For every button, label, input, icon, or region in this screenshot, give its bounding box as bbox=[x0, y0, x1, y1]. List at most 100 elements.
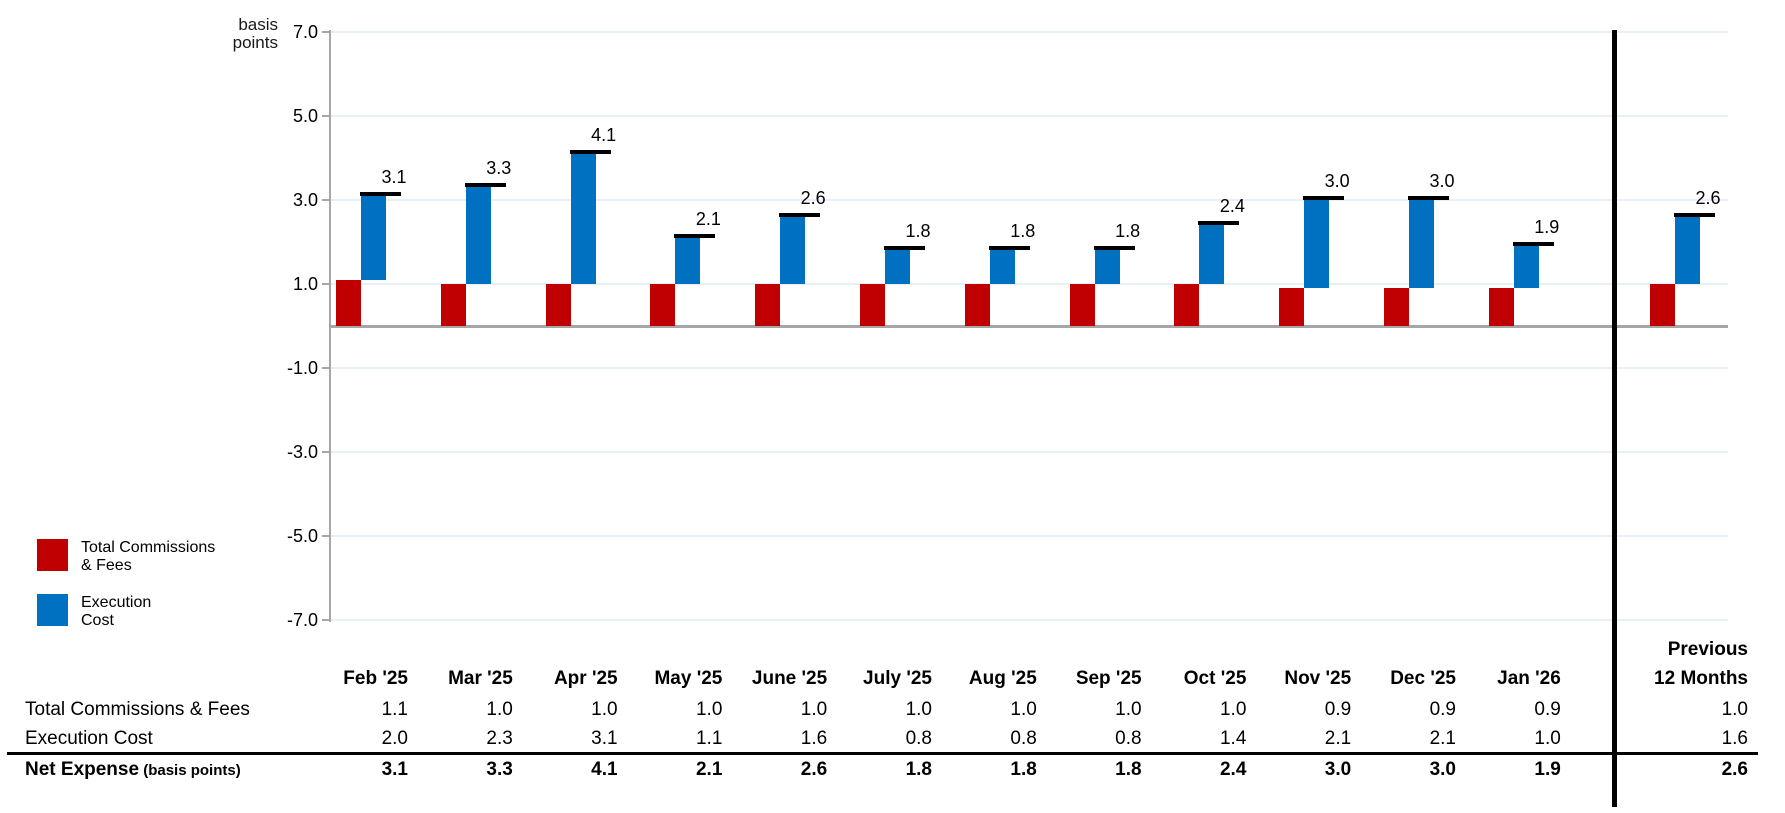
value-cell: 0.8 bbox=[1010, 728, 1037, 749]
y-axis-unit-line2: points bbox=[232, 33, 278, 52]
value-cell: 1.0 bbox=[591, 699, 618, 720]
y-tick-label: -7.0 bbox=[286, 610, 318, 630]
net-expense-marker bbox=[884, 246, 925, 251]
value-cell: 0.8 bbox=[1115, 728, 1142, 749]
y-gridline bbox=[331, 367, 1728, 369]
legend-item-total-commissions-fees: Total Commissions & Fees bbox=[37, 539, 215, 575]
value-cell: 1.0 bbox=[1534, 728, 1561, 749]
value-cell: 1.0 bbox=[1219, 699, 1247, 720]
value-cell: 1.8 bbox=[905, 759, 932, 780]
y-tick-label: 7.0 bbox=[292, 22, 318, 42]
y-tick-label: -3.0 bbox=[286, 442, 318, 462]
net-expense-value-label: 1.8 bbox=[1115, 221, 1141, 242]
value-cell: 0.8 bbox=[905, 728, 932, 749]
column-header-5: June '25 bbox=[751, 668, 828, 689]
value-cell: 2.1 bbox=[695, 759, 723, 780]
bar-execution-cost bbox=[1675, 216, 1700, 284]
value-cell: 3.1 bbox=[591, 728, 618, 749]
y-tick bbox=[322, 31, 330, 33]
value-cell: 1.4 bbox=[1219, 728, 1247, 749]
value-cell: 1.0 bbox=[800, 699, 828, 720]
column-header-7: Aug '25 bbox=[968, 668, 1037, 689]
bar-execution-cost bbox=[1304, 200, 1330, 289]
bar-execution-cost bbox=[1094, 250, 1120, 284]
column-header-3: Apr '25 bbox=[553, 668, 618, 689]
net-expense-marker bbox=[464, 183, 506, 188]
value-cell-previous: 1.0 bbox=[1721, 699, 1748, 720]
previous-12-months-header-line2: 12 Months bbox=[1654, 668, 1748, 689]
value-cell: 1.1 bbox=[381, 699, 408, 720]
net-expense-value-label: 2.1 bbox=[695, 208, 721, 229]
y-tick bbox=[322, 535, 330, 537]
y-gridline bbox=[331, 199, 1728, 201]
column-header-11: Dec '25 bbox=[1390, 668, 1456, 689]
bar-execution-cost bbox=[1513, 246, 1539, 289]
bar-execution-cost bbox=[780, 216, 806, 284]
net-expense-value-label: 1.9 bbox=[1534, 217, 1560, 238]
y-tick bbox=[322, 283, 330, 285]
legend-label-total-commissions-fees: Total Commissions & Fees bbox=[81, 539, 215, 575]
net-expense-marker bbox=[674, 233, 716, 238]
net-expense-marker bbox=[1674, 212, 1715, 217]
y-gridline bbox=[331, 451, 1728, 453]
y-tick-label: 5.0 bbox=[292, 106, 318, 126]
value-cell: 1.0 bbox=[1010, 699, 1037, 720]
net-expense-value-label: 3.0 bbox=[1429, 171, 1455, 191]
y-tick bbox=[322, 451, 330, 453]
value-cell: 4.1 bbox=[591, 759, 618, 780]
y-axis-unit-label: basis points bbox=[170, 16, 278, 52]
value-cell: 3.0 bbox=[1429, 759, 1456, 780]
bar-total-commissions-fees bbox=[964, 284, 990, 326]
value-cell: 0.9 bbox=[1324, 699, 1352, 720]
legend-label-execution-cost: Execution Cost bbox=[81, 594, 151, 630]
y-tick-label: -1.0 bbox=[286, 358, 318, 378]
column-header-8: Sep '25 bbox=[1075, 668, 1142, 689]
bar-execution-cost bbox=[989, 250, 1015, 284]
net-expense-value-label: 4.1 bbox=[591, 124, 617, 145]
row-label-execution-cost: Execution Cost bbox=[25, 728, 153, 749]
net-expense-value-label: 3.1 bbox=[381, 166, 407, 187]
net-expense-marker bbox=[1303, 196, 1345, 200]
value-cell: 1.0 bbox=[905, 699, 932, 720]
net-expense-value-label: 3.3 bbox=[486, 158, 512, 179]
column-header-4: May '25 bbox=[654, 668, 723, 689]
net-expense-value-label: 2.4 bbox=[1219, 196, 1245, 217]
bar-execution-cost bbox=[570, 153, 596, 284]
value-cell: 1.9 bbox=[1534, 759, 1561, 780]
legend-label-line: & Fees bbox=[81, 557, 132, 574]
y-tick bbox=[322, 199, 330, 201]
value-cell: 3.0 bbox=[1324, 759, 1352, 780]
bar-total-commissions-fees bbox=[440, 284, 466, 326]
bar-total-commissions-fees bbox=[1384, 288, 1409, 326]
y-axis-unit-line1: basis bbox=[238, 15, 278, 34]
net-expense-marker bbox=[1408, 196, 1449, 200]
value-cell: 1.8 bbox=[1010, 759, 1037, 780]
bar-execution-cost bbox=[885, 250, 910, 284]
value-cell: 1.1 bbox=[695, 728, 723, 749]
net-expense-marker bbox=[988, 246, 1030, 251]
y-gridline bbox=[331, 619, 1728, 621]
net-expense-value-label: 1.8 bbox=[905, 221, 931, 242]
y-axis-line bbox=[329, 30, 331, 622]
column-header-12: Jan '26 bbox=[1497, 668, 1561, 689]
value-cell: 2.3 bbox=[486, 728, 513, 749]
value-cell: 2.6 bbox=[800, 759, 828, 780]
value-cell: 2.0 bbox=[381, 728, 408, 749]
column-header-6: July '25 bbox=[863, 668, 932, 689]
value-cell: 2.1 bbox=[1324, 728, 1352, 749]
value-cell-previous: 1.6 bbox=[1721, 728, 1748, 749]
legend-label-line: Total Commissions bbox=[81, 539, 216, 556]
value-cell: 0.9 bbox=[1429, 699, 1456, 720]
y-tick bbox=[322, 115, 330, 117]
value-cell: 3.1 bbox=[381, 759, 408, 780]
bar-execution-cost bbox=[1199, 225, 1225, 284]
y-gridline bbox=[331, 31, 1728, 33]
y-tick-label: 3.0 bbox=[292, 190, 318, 210]
y-tick bbox=[322, 619, 330, 621]
bar-total-commissions-fees bbox=[1279, 288, 1305, 326]
y-tick bbox=[322, 367, 330, 369]
y-gridline bbox=[331, 115, 1728, 117]
